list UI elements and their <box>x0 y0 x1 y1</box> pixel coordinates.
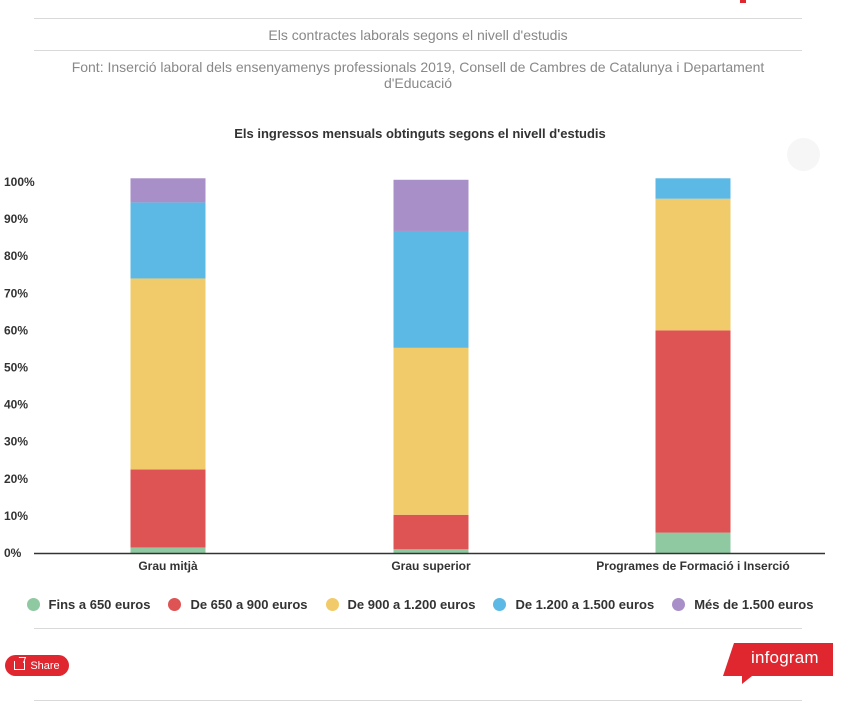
share-button[interactable]: Share <box>5 655 69 676</box>
share-icon <box>14 661 26 670</box>
bar-segment[interactable] <box>130 469 206 548</box>
x-tick-label: Programes de Formació i Inserció <box>596 559 789 573</box>
bar-segment[interactable] <box>130 178 206 203</box>
bar-segment[interactable] <box>393 230 469 348</box>
bar-segment[interactable] <box>393 347 469 515</box>
chart-title: Els ingressos mensuals obtinguts segons … <box>234 126 606 141</box>
legend-item[interactable]: Més de 1.500 euros <box>672 597 813 612</box>
bar-segment[interactable] <box>655 330 731 533</box>
legend-label: De 900 a 1.200 euros <box>347 597 476 612</box>
x-tick-label: Grau superior <box>391 559 471 573</box>
bottom-divider <box>34 700 802 701</box>
chart-caption: Els contractes laborals segons el nivell… <box>268 27 568 43</box>
top-divider <box>34 18 802 19</box>
ghost-circle <box>787 138 820 171</box>
legend-label: Fins a 650 euros <box>48 597 151 612</box>
y-tick-label: 0% <box>4 546 22 560</box>
infogram-logo-tail <box>742 676 752 684</box>
legend-label: De 1.200 a 1.500 euros <box>515 597 655 612</box>
legend-dot-icon <box>168 598 182 611</box>
caption-divider <box>34 50 802 51</box>
chart-source: Font: Inserció laboral dels ensenyamenys… <box>71 59 765 91</box>
bar-segment[interactable] <box>130 547 206 553</box>
stacked-bar-chart: 0% 10% 20% 30% 40% 50% 60% 70% 80% 90% 100% Grau mi… <box>4 175 825 573</box>
y-tick-label: 60% <box>4 323 28 337</box>
footer-divider <box>34 628 802 629</box>
y-tick-label: 40% <box>4 398 28 412</box>
y-tick-label: 90% <box>4 212 28 226</box>
y-tick-label: 80% <box>4 249 28 263</box>
bar-segment[interactable] <box>655 532 731 553</box>
infogram-label: infogram <box>751 648 819 667</box>
y-tick-label: 50% <box>4 361 28 375</box>
bar-segment[interactable] <box>655 178 731 199</box>
y-tick-label: 20% <box>4 472 28 486</box>
corner-mark <box>740 0 746 3</box>
legend-dot-icon <box>325 598 339 611</box>
legend-item[interactable]: De 1.200 a 1.500 euros <box>493 597 654 612</box>
legend-item[interactable]: De 900 a 1.200 euros <box>325 597 476 612</box>
infogram-logo[interactable]: infogram <box>723 643 833 676</box>
y-tick-label: 70% <box>4 286 28 300</box>
y-tick-label: 100% <box>4 175 35 189</box>
legend-dot-icon <box>493 598 507 611</box>
legend-item[interactable]: De 650 a 900 euros <box>168 597 308 612</box>
bar-segment[interactable] <box>393 549 469 553</box>
y-tick-label: 30% <box>4 435 28 449</box>
legend-dot-icon <box>26 598 40 611</box>
legend-label: De 650 a 900 euros <box>190 597 308 612</box>
chart-legend: Fins a 650 euros De 650 a 900 euros De 900… <box>0 597 840 612</box>
y-tick-label: 10% <box>4 509 28 523</box>
legend-label: Més de 1.500 euros <box>694 597 814 612</box>
legend-item[interactable]: Fins a 650 euros <box>26 597 151 612</box>
bar-segment[interactable] <box>130 278 206 470</box>
x-tick-label: Grau mitjà <box>138 559 198 573</box>
bar-segment[interactable] <box>393 179 469 231</box>
legend-dot-icon <box>672 598 686 611</box>
bar-segment[interactable] <box>130 202 206 279</box>
bar-segment[interactable] <box>393 514 469 550</box>
bar-segment[interactable] <box>655 198 731 331</box>
share-label: Share <box>30 659 60 672</box>
